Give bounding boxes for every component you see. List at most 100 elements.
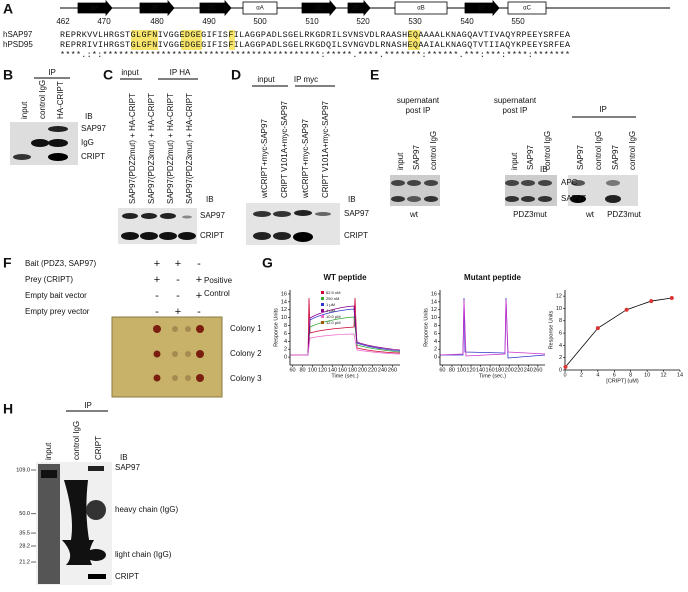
y-tick-label: 10 [431,315,437,321]
control-label: Control [204,289,230,298]
data-point [649,299,654,304]
data-point [595,326,600,331]
x-tick-label: 2 [580,372,583,378]
x-tick-label: 10 [644,372,650,378]
legend-swatch [321,321,324,324]
structure-label: αB [417,6,424,12]
x-tick-label: 14 [677,372,683,378]
colony-label: Colony 2 [230,349,262,358]
y-tick-label: 10 [556,306,562,312]
lane-label: control IgG [38,80,47,119]
y-tick-label: 0 [434,355,437,361]
y-tick-label: 6 [434,331,437,337]
structure-label: βF [478,6,485,12]
gel [36,462,112,585]
lane-label: SAP97 [576,145,585,170]
y-axis-label: Response Units [423,308,429,347]
condition-label: wt [585,210,595,219]
x-tick-label: 80 [449,367,455,373]
ib-label: IB [120,453,128,462]
lane-label: input [44,442,53,460]
y-tick-label: 12 [431,307,437,313]
lane-label: HA-CRIPT [56,81,65,119]
y-tick-label: 2 [434,347,437,353]
x-tick-label: 180 [348,367,357,373]
sensorgram-traces [290,297,546,359]
y-tick-label: 10 [281,315,287,321]
x-tick-label: 220 [368,367,377,373]
grid-symbol: - [197,306,201,318]
lane-label: SAP97 [611,145,620,170]
grid-symbol: + [196,290,202,302]
legend-label: 250 nM [326,296,339,301]
x-tick-label: 120 [318,367,327,373]
panel-label: G [262,255,273,271]
plot-title: WT peptide [323,273,367,282]
x-tick-label: 0 [563,372,566,378]
residue-number: 510 [305,17,319,26]
x-axis-label: Time (sec.) [331,373,358,379]
sequence-name: hSAP97 [3,30,33,39]
legend-label: 10.0 µM [326,314,341,319]
legend-label: 4 µM [326,308,335,313]
band-label: SAP97 [200,211,225,220]
colony-label: Colony 3 [230,374,262,383]
structure-label: βA [91,6,98,12]
band-label: APC [561,178,578,187]
band-label: CRIPT [115,572,139,581]
band-label: CRIPT [81,152,105,161]
panel-label: C [103,67,113,83]
legend-label: 1 µM [326,302,335,307]
group-label: supernatant [397,96,440,105]
structure-label: αC [523,6,531,12]
x-tick-label: 160 [486,367,495,373]
x-tick-label: 100 [457,367,466,373]
blot [246,203,340,245]
y-tick-label: 6 [284,331,287,337]
band-label: SAP97 [81,124,106,133]
group-label: input [257,75,275,84]
y-axis-label: Response Units [548,310,554,349]
row-label: Prey (CRIPT) [25,275,73,284]
ib-label: IB [85,112,93,121]
grid-symbol: + [175,258,181,270]
highlights [131,30,420,50]
panel-label: E [370,67,379,83]
grid-symbol: + [154,258,160,270]
residue-number: 520 [356,17,370,26]
band-label: SAP97 [344,209,369,218]
ib-label: IB [540,165,548,174]
group-label: IP myc [294,75,318,84]
row-label: Empty bait vector [25,291,87,300]
structure-label: αA [256,6,263,12]
y-axis-label: Response Units [273,308,279,347]
grid-symbol: + [175,306,181,318]
lane-label: SAP97(PDZ2mut) + HA-CRIPT [166,93,175,204]
band-label: SAP97 [561,194,586,203]
x-tick-label: 140 [328,367,337,373]
lane-label: control IgG [429,131,438,170]
marker-label: 109.0 [16,467,30,473]
lane-label: SAP97(PDZ3mut) + HA-CRIPT [147,93,156,204]
x-tick-label: 60 [289,367,295,373]
x-tick-label: 160 [338,367,347,373]
blot [10,122,78,165]
axis [564,290,680,371]
residue-number: 480 [150,17,164,26]
y-tick-label: 14 [431,299,437,305]
residue-number: 530 [408,17,422,26]
y-tick-label: 16 [281,291,287,297]
y-tick-label: 4 [284,339,287,345]
x-tick-label: 260 [388,367,397,373]
x-tick-label: 200 [505,367,514,373]
y-tick-label: 8 [284,323,287,329]
x-tick-label: 180 [495,367,504,373]
ip-label: IP [84,401,92,410]
band-label: IgG [81,138,94,147]
blot [118,208,197,244]
lane-label: control IgG [543,131,552,170]
residue-number: 550 [511,17,525,26]
grid-symbol: - [176,274,180,286]
panel-label: B [3,67,13,83]
